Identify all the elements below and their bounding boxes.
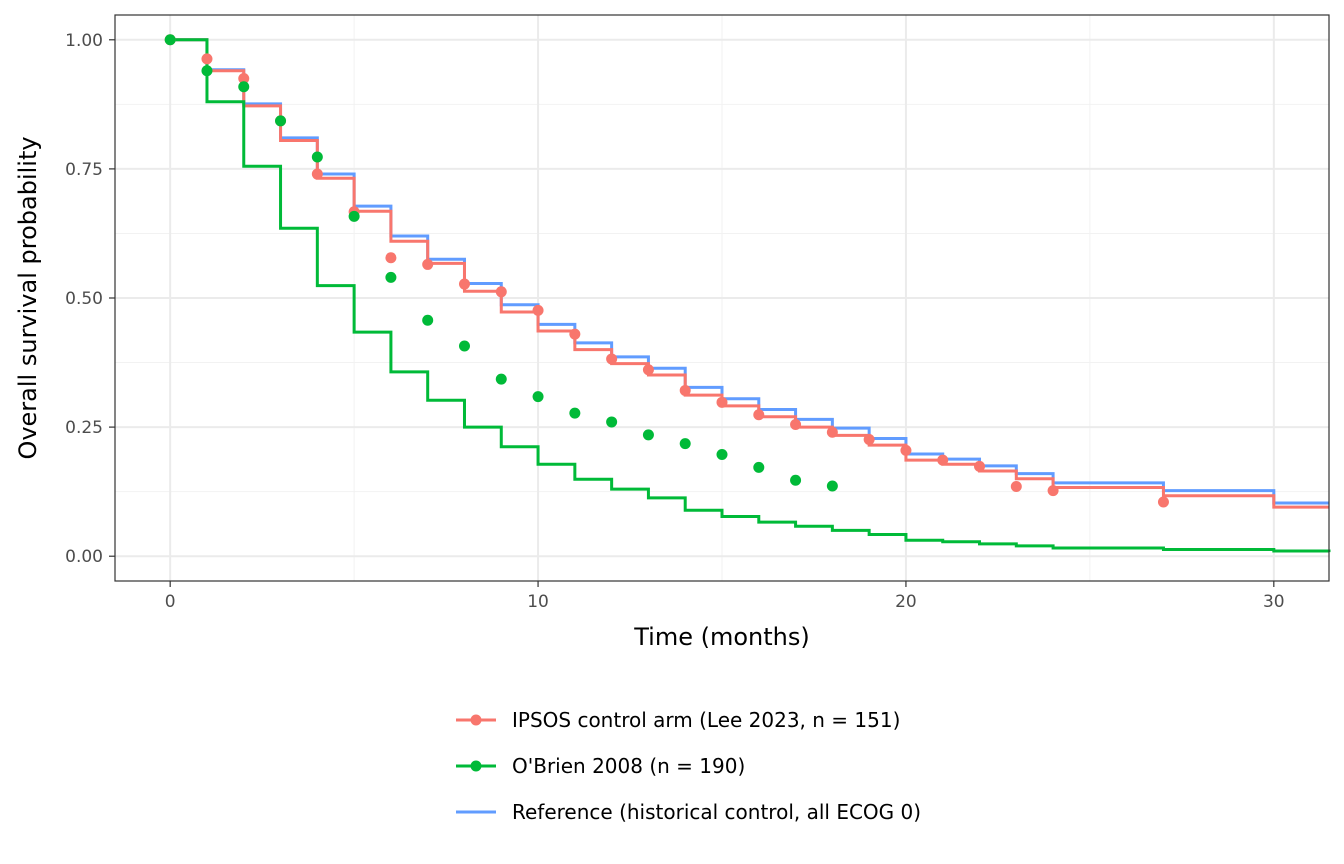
data-point [790,474,802,486]
data-point [716,448,728,460]
data-point [642,429,654,441]
data-point [201,65,213,77]
legend-key-point [470,714,482,726]
x-axis-title: Time (months) [633,623,810,651]
data-point [606,416,618,428]
data-point [753,461,765,473]
data-point [716,396,728,408]
y-tick-label: 0.25 [65,418,103,438]
y-axis: 0.00 0.25 0.50 0.75 1.00 [65,31,115,567]
x-tick-label: 10 [527,592,549,612]
y-tick-label: 0.00 [65,547,103,567]
data-point [1157,496,1169,508]
data-point [495,286,507,298]
data-point [532,391,544,403]
data-point [679,384,691,396]
legend-label: Reference (historical control, all ECOG … [512,800,921,824]
x-tick-label: 0 [165,592,176,612]
data-point [311,168,323,180]
data-point [863,434,875,445]
y-tick-label: 0.50 [65,289,103,309]
legend-key-point [470,760,482,772]
series-line [170,38,1329,505]
data-point [1010,480,1022,492]
y-tick-label: 1.00 [65,31,103,51]
legend: IPSOS control arm (Lee 2023, n = 151) O'B… [456,708,921,824]
data-point [826,426,838,438]
data-point [642,364,654,376]
data-point [790,419,802,431]
data-point [238,73,250,85]
series-points [164,34,1169,508]
series-line [170,38,1329,509]
y-tick-label: 0.75 [65,160,103,180]
data-point [385,271,397,283]
data-point [385,252,397,264]
series-line [170,38,1331,553]
x-tick-label: 20 [895,592,917,612]
data-point [495,373,507,385]
y-axis-title: Overall survival probability [14,136,42,459]
data-point [422,258,434,270]
data-point [937,454,949,466]
data-point [201,53,213,65]
data-point [606,353,618,365]
x-tick-label: 30 [1263,592,1285,612]
data-point [753,409,765,421]
data-point [275,115,287,127]
data-point [458,278,470,290]
data-point [532,304,544,316]
data-point [569,328,581,340]
legend-label: O'Brien 2008 (n = 190) [512,754,745,778]
series-lines [170,38,1331,553]
data-point [422,314,434,326]
data-point [238,81,250,93]
data-point [311,151,323,163]
major-gridlines [115,15,1329,581]
data-point [974,460,986,472]
x-axis: 0 10 20 30 [165,581,1285,612]
data-point [679,438,691,450]
data-point [348,210,360,222]
legend-label: IPSOS control arm (Lee 2023, n = 151) [512,708,900,732]
data-point [1047,485,1059,497]
data-point [569,407,581,419]
data-point [458,340,470,352]
data-point [164,34,176,46]
data-point [900,444,912,456]
data-point [826,480,838,492]
